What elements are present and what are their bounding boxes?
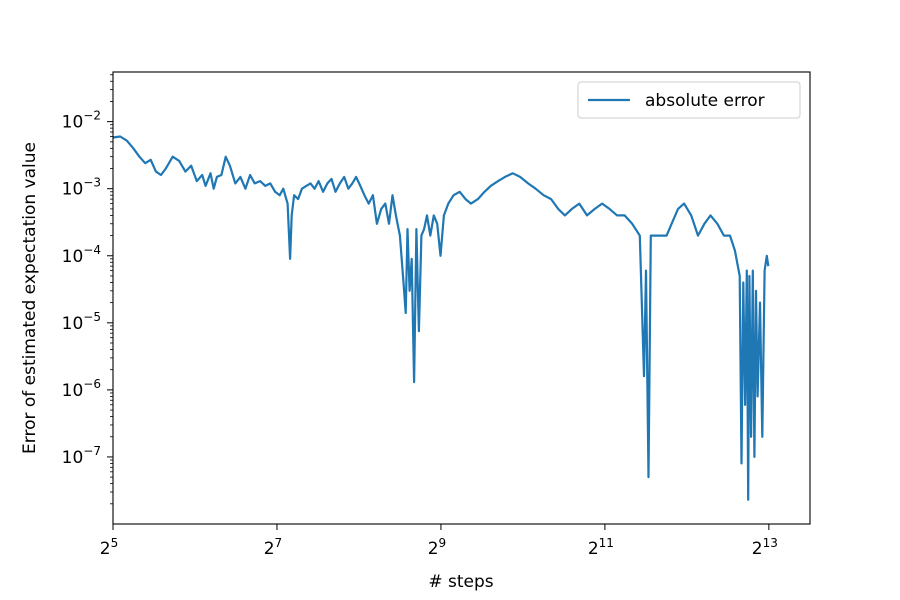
y-tick-label: 10−7 — [62, 444, 101, 468]
y-axis: 10−710−610−510−410−310−2 — [62, 74, 113, 505]
x-tick-label: 25 — [100, 536, 118, 559]
y-tick-base: 10 — [62, 180, 84, 200]
y-tick-base: 10 — [62, 113, 84, 133]
y-tick-base: 10 — [62, 448, 84, 468]
x-axis: 25 27 29 211 213 — [100, 524, 778, 559]
y-tick-exponent: −3 — [83, 176, 101, 190]
x-tick-base: 2 — [428, 539, 439, 559]
x-tick-label: 29 — [428, 536, 446, 559]
x-tick-base: 2 — [264, 539, 275, 559]
x-tick-label: 27 — [264, 536, 282, 559]
plot-frame — [112, 71, 811, 525]
series-line-0 — [112, 135, 770, 501]
x-tick-exponent: 11 — [599, 536, 614, 550]
x-axis-title: # steps — [428, 572, 493, 592]
y-tick-label: 10−4 — [62, 243, 101, 267]
y-tick-label: 10−3 — [62, 176, 101, 200]
y-tick-exponent: −4 — [83, 243, 101, 257]
y-tick-exponent: −7 — [83, 444, 101, 458]
x-tick-label: 213 — [752, 536, 778, 559]
y-tick-label: 10−5 — [62, 310, 101, 334]
legend-box — [577, 81, 801, 119]
x-tick-base: 2 — [588, 539, 599, 559]
y-tick-base: 10 — [62, 247, 84, 267]
legend: absolute error — [577, 81, 801, 119]
y-tick-base: 10 — [62, 314, 84, 334]
y-tick-label: 10−6 — [62, 377, 101, 401]
x-tick-exponent: 7 — [275, 536, 283, 550]
x-tick-base: 2 — [752, 539, 763, 559]
y-tick-exponent: −2 — [83, 109, 101, 123]
y-tick-label: 10−2 — [62, 109, 101, 133]
x-tick-base: 2 — [100, 539, 111, 559]
y-axis-title: Error of estimated expectation value — [20, 142, 40, 454]
plot-content — [112, 135, 770, 501]
legend-label: absolute error — [645, 91, 765, 111]
y-tick-exponent: −6 — [83, 377, 101, 391]
x-tick-exponent: 9 — [439, 536, 447, 550]
x-tick-exponent: 5 — [111, 536, 119, 550]
y-tick-exponent: −5 — [83, 310, 101, 324]
x-tick-exponent: 13 — [763, 536, 778, 550]
x-tick-label: 211 — [588, 536, 614, 559]
y-tick-base: 10 — [62, 381, 84, 401]
